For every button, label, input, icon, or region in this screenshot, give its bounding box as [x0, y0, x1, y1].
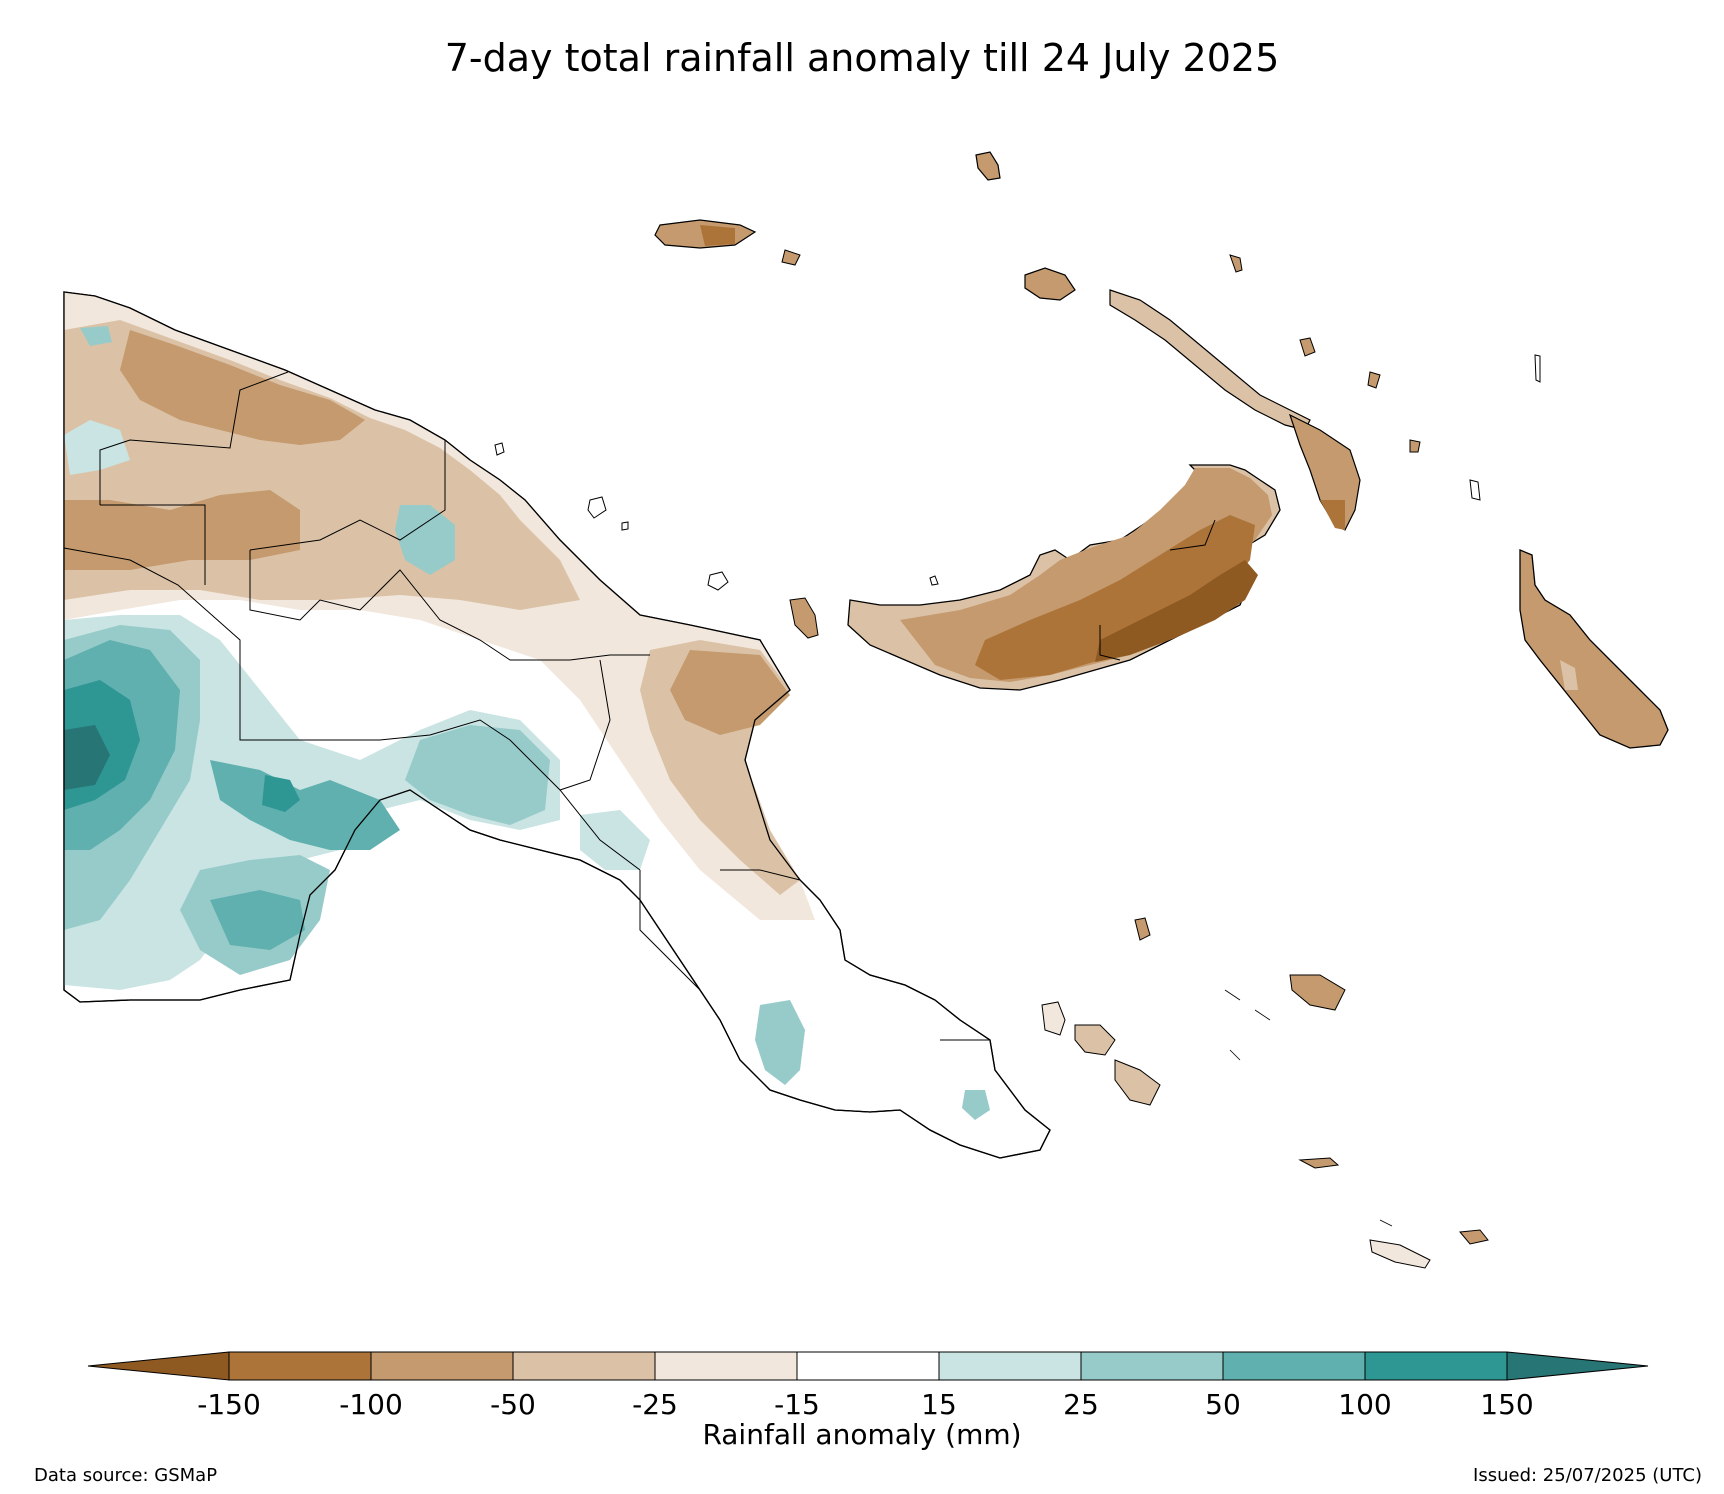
colorbar-tick-label: 50 — [1205, 1388, 1241, 1421]
mainland-outline — [63, 291, 1051, 1159]
colorbar-tick-label: 15 — [921, 1388, 957, 1421]
dry-zone-100-north — [64, 490, 300, 570]
colorbar-segment — [228, 1351, 372, 1381]
data-source-note: Data source: GSMaP — [34, 1465, 218, 1486]
wet-zone-100-delta — [210, 760, 400, 850]
colorbar-segment — [796, 1351, 940, 1381]
map-title: 7-day total rainfall anomaly till 24 Jul… — [444, 36, 1280, 80]
colorbar-segment — [1080, 1351, 1224, 1381]
colorbar-segment — [1364, 1351, 1508, 1381]
new-ireland — [1024, 267, 1361, 531]
colorbar-segment — [1222, 1351, 1366, 1381]
wet-patch-east — [580, 810, 650, 870]
issued-date: Issued: 25/07/2025 (UTC) — [1473, 1465, 1702, 1486]
manus-island — [654, 219, 801, 266]
colorbar-extend-low — [87, 1351, 230, 1381]
new-britain — [847, 464, 1281, 691]
colorbar: -150 -100 -50 -25 -15 15 25 50 100 150 — [87, 1351, 1649, 1421]
bougainville — [1519, 549, 1669, 749]
colorbar-label: Rainfall anomaly (mm) — [702, 1418, 1022, 1451]
mussau-island — [975, 151, 1001, 181]
wet-patch-north — [395, 505, 455, 575]
dry-zone-100-east — [670, 650, 790, 735]
colorbar-tick-label: -15 — [774, 1388, 820, 1421]
colorbar-tick-label: 25 — [1063, 1388, 1099, 1421]
colorbar-tick-label: 100 — [1338, 1388, 1391, 1421]
colorbar-extend-high — [1506, 1351, 1649, 1381]
wet-patch-far-nw — [80, 326, 112, 346]
colorbar-tick-label: -25 — [632, 1388, 678, 1421]
islands-southeast — [1041, 917, 1489, 1269]
colorbar-segment — [370, 1351, 514, 1381]
wet-patch-small — [962, 1090, 990, 1120]
wet-zone-strong-core — [64, 725, 110, 790]
wet-zone-100-lower — [210, 890, 305, 950]
colorbar-tick-label: 150 — [1480, 1388, 1533, 1421]
colorbar-segment — [654, 1351, 798, 1381]
mainland — [63, 291, 1051, 1159]
colorbar-tick-label: -150 — [197, 1388, 261, 1421]
dry-zone-100-ridge — [120, 330, 365, 445]
colorbar-segment — [938, 1351, 1082, 1381]
colorbar-tick-label: -50 — [490, 1388, 536, 1421]
wet-zone-100-spot — [262, 775, 300, 812]
wet-patch-nw — [64, 420, 130, 475]
wet-zone-50-gulf — [405, 725, 550, 825]
small-islands-north — [494, 254, 1541, 639]
colorbar-segment — [512, 1351, 656, 1381]
province-boundaries — [63, 371, 990, 1041]
wet-patch-south-east — [755, 1000, 805, 1085]
colorbar-tick-label: -100 — [339, 1388, 403, 1421]
